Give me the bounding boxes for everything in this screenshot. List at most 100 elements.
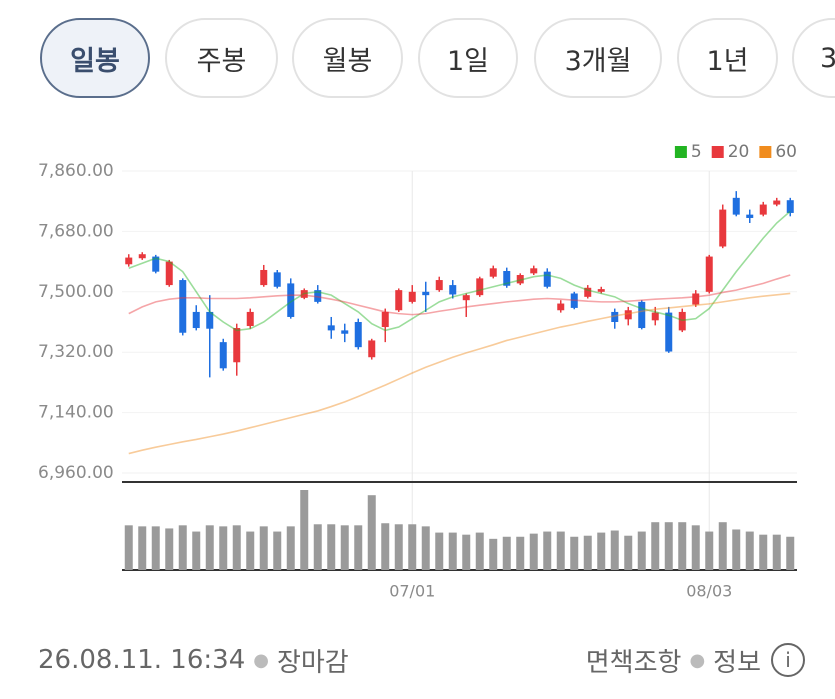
candle-body <box>557 303 565 311</box>
volume-bar <box>664 522 673 570</box>
volume-bar <box>192 531 201 570</box>
volume-bar <box>151 526 160 570</box>
candle-body <box>246 311 254 327</box>
candle-body <box>638 301 646 329</box>
y-tick-label: 7,140.00 <box>38 403 114 423</box>
volume-bar <box>691 525 700 570</box>
separator: ● <box>253 649 269 671</box>
volume-bar <box>394 524 403 570</box>
ma-line <box>128 210 791 332</box>
volume-bar <box>408 524 417 570</box>
candle-body <box>273 272 281 287</box>
period-tab[interactable]: 일봉 <box>40 18 150 98</box>
legend-swatch <box>759 146 772 158</box>
candle-body <box>341 330 349 334</box>
candle-body <box>192 311 200 329</box>
candle-body <box>705 256 713 292</box>
candle-body <box>206 311 214 329</box>
candle-body <box>408 291 416 302</box>
candle-body <box>300 290 308 298</box>
disclaimer-link[interactable]: 면책조항 <box>585 647 682 678</box>
chart: 6,960.00 7,140.00 7,320.00 7,500.00 7,680.00… <box>38 142 797 601</box>
volume-bar <box>340 525 349 570</box>
candle-body <box>125 257 133 265</box>
volume-bar <box>705 531 714 570</box>
candle-body <box>732 197 740 215</box>
candle-body <box>179 280 187 333</box>
legend-label: 5 <box>691 142 702 162</box>
ma-line <box>128 292 791 455</box>
period-tab[interactable]: 월봉 <box>292 18 403 98</box>
volume-bar <box>678 522 687 570</box>
footer: 26.08.11. 16:34 ● 장마감 면책조항 ● 정보 i <box>38 640 805 680</box>
period-tab[interactable]: 1년 <box>677 18 778 98</box>
candle-body <box>287 283 295 317</box>
volume-bar <box>516 536 525 570</box>
y-tick-label: 7,860.00 <box>38 161 114 181</box>
volume-bar <box>718 522 727 570</box>
volume-bar <box>246 531 255 570</box>
volume-bar <box>219 526 228 570</box>
candle-body <box>584 287 592 297</box>
candle-body <box>314 290 322 302</box>
volume-bar <box>624 535 633 570</box>
volume-bar <box>772 534 781 570</box>
volume-bar <box>759 534 768 570</box>
info-icon[interactable]: i <box>771 643 805 677</box>
timestamp: 26.08.11. 16:34 <box>38 645 246 675</box>
period-tab[interactable]: 3개월 <box>534 18 662 98</box>
candle-body <box>543 271 551 287</box>
candle-body <box>395 290 403 311</box>
volume-bar <box>124 525 133 570</box>
candle-body <box>786 200 794 213</box>
candle-body <box>327 325 335 331</box>
volume-bar <box>273 531 282 570</box>
y-tick-label: 7,500.00 <box>38 282 114 302</box>
candle-body <box>476 278 484 296</box>
candle-body <box>422 291 430 296</box>
x-tick-label: 08/03 <box>686 582 732 601</box>
volume-bar <box>165 528 174 570</box>
volume-bar <box>178 525 187 570</box>
period-tab[interactable]: 주봉 <box>165 18 278 98</box>
volume-bar <box>475 532 484 570</box>
volume-bar <box>421 526 430 570</box>
candle-body <box>570 293 578 308</box>
candle-body <box>624 310 632 320</box>
volume-bar <box>205 525 214 570</box>
volume-bar <box>313 524 322 570</box>
volume-bar <box>232 525 241 570</box>
candle-body <box>611 311 619 322</box>
candle-body <box>773 200 781 205</box>
volume-bar <box>138 526 147 570</box>
legend-swatch <box>711 146 724 158</box>
volume-bar <box>610 530 619 570</box>
candle-body <box>449 285 457 295</box>
volume-bar <box>637 531 646 570</box>
volume-bar <box>502 536 511 570</box>
candle-body <box>165 261 173 286</box>
x-tick-label: 07/01 <box>389 582 435 601</box>
market-status: 장마감 <box>276 647 349 678</box>
candle-body <box>503 270 511 286</box>
volume-bar <box>327 524 336 570</box>
y-tick-label: 7,320.00 <box>38 342 114 362</box>
ma-line <box>128 274 791 316</box>
volume-bar <box>489 538 498 570</box>
volume-bar <box>597 532 606 570</box>
volume-bar <box>556 531 565 570</box>
info-link[interactable]: 정보 <box>713 647 761 678</box>
period-tab[interactable]: 1일 <box>418 18 518 98</box>
volume-bar <box>381 523 390 570</box>
y-tick-label: 6,960.00 <box>38 463 114 483</box>
candle-body <box>530 268 538 274</box>
volume-bar <box>732 529 741 570</box>
candle-body <box>354 322 362 348</box>
candle-body <box>746 214 754 218</box>
tab-bar: 일봉 주봉 월봉 1일 3개월 1년 3 <box>0 18 835 102</box>
volume-bar <box>583 535 592 570</box>
candle-body <box>665 312 673 352</box>
candle-body <box>462 295 470 301</box>
candle-body <box>435 280 443 291</box>
candle-body <box>368 340 376 358</box>
